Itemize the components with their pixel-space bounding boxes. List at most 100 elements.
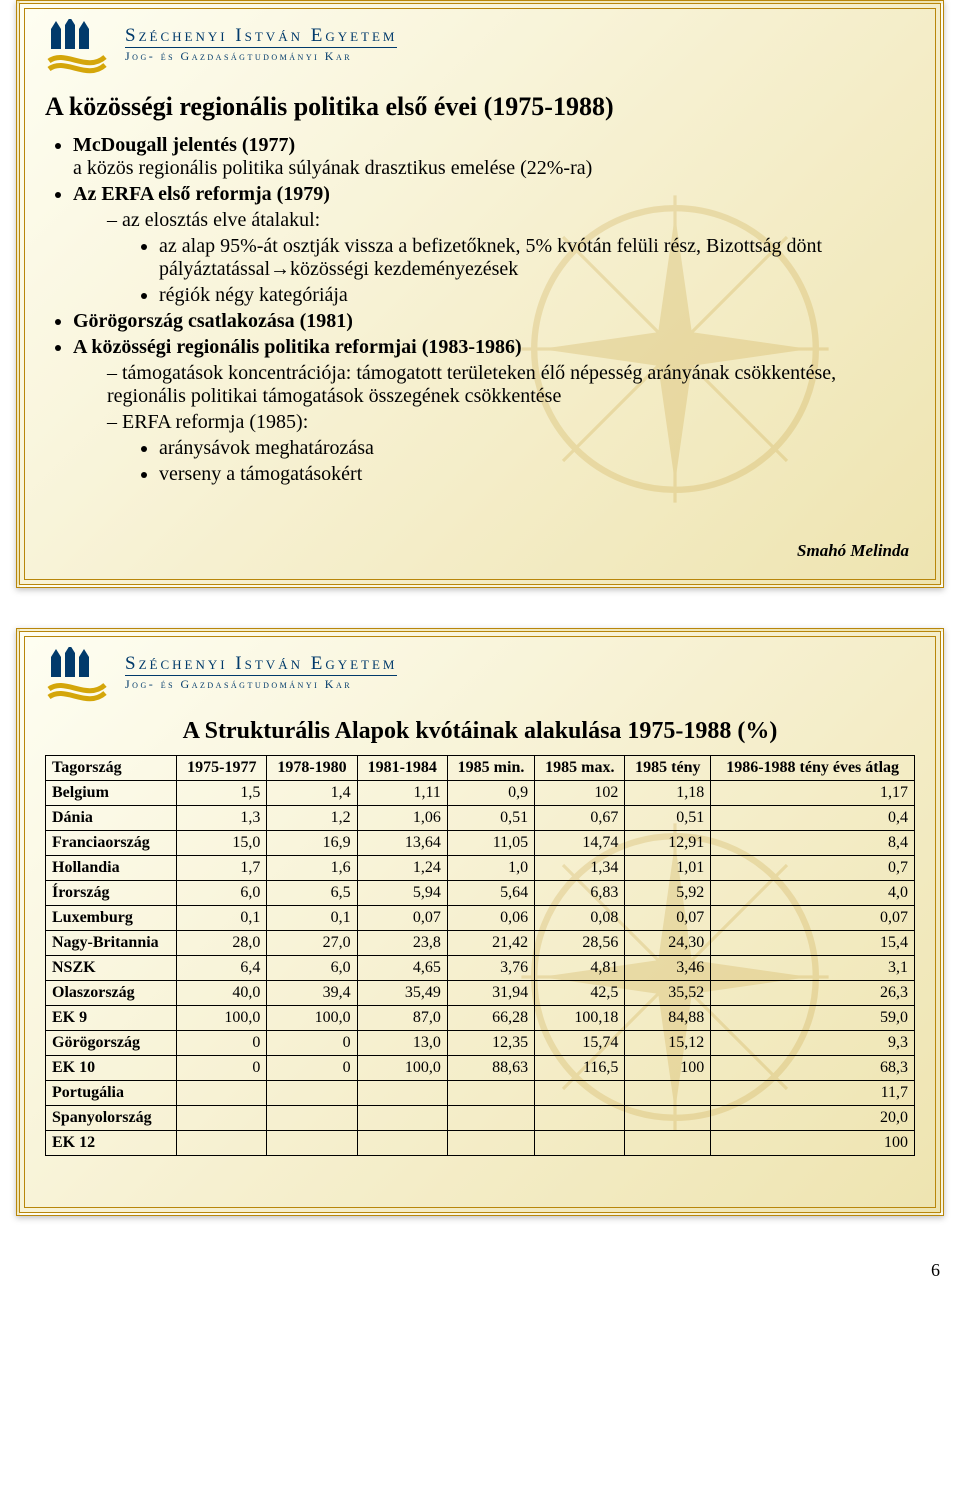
table-row: Görögország0013,012,3515,7415,129,3 xyxy=(46,1031,915,1056)
table-cell: 0,51 xyxy=(447,806,534,831)
table-header: 1986-1988 tény éves átlag xyxy=(711,756,915,781)
table-rowhead: NSZK xyxy=(46,956,177,981)
table-cell: 100,0 xyxy=(177,1006,267,1031)
table-cell: 13,64 xyxy=(357,831,447,856)
university-logo-icon xyxy=(45,19,115,84)
table-cell: 102 xyxy=(535,781,625,806)
table-cell: 28,0 xyxy=(177,931,267,956)
author-name: Smahó Melinda xyxy=(797,541,909,561)
table-cell: 6,4 xyxy=(177,956,267,981)
table-cell: 15,0 xyxy=(177,831,267,856)
table-cell: 11,05 xyxy=(447,831,534,856)
table-cell: 0 xyxy=(267,1031,357,1056)
table-rowhead: Belgium xyxy=(46,781,177,806)
table-row: Hollandia1,71,61,241,01,341,010,7 xyxy=(46,856,915,881)
dot-aranysavok: aránysávok meghatározása xyxy=(159,437,915,460)
page-number: 6 xyxy=(12,1256,948,1293)
table-row: EK 12 100 xyxy=(46,1131,915,1156)
table-cell xyxy=(535,1106,625,1131)
table-rowhead: Luxemburg xyxy=(46,906,177,931)
table-cell: 6,83 xyxy=(535,881,625,906)
bullet-erfa-1979: Az ERFA első reformja (1979) xyxy=(73,183,330,205)
table-rowhead: Dánia xyxy=(46,806,177,831)
table-cell: 116,5 xyxy=(535,1056,625,1081)
table-row: Belgium1,51,41,110,91021,181,17 xyxy=(46,781,915,806)
table-cell: 0,4 xyxy=(711,806,915,831)
university-name: Széchenyi István Egyetem xyxy=(125,25,397,47)
table-cell: 0,67 xyxy=(535,806,625,831)
table-row: Olaszország40,039,435,4931,9442,535,5226… xyxy=(46,981,915,1006)
table-cell: 23,8 xyxy=(357,931,447,956)
table-cell: 0,51 xyxy=(625,806,711,831)
table-cell: 0,9 xyxy=(447,781,534,806)
table-cell xyxy=(625,1106,711,1131)
table-cell xyxy=(447,1106,534,1131)
table-cell: 1,24 xyxy=(357,856,447,881)
table-row: EK 9100,0100,087,066,28100,1884,8859,0 xyxy=(46,1006,915,1031)
table-cell: 24,30 xyxy=(625,931,711,956)
table-cell: 100,18 xyxy=(535,1006,625,1031)
quota-table: Tagország1975-19771978-19801981-19841985… xyxy=(45,755,915,1156)
table-cell: 5,94 xyxy=(357,881,447,906)
table-row: Dánia1,31,21,060,510,670,510,4 xyxy=(46,806,915,831)
dot-alap95: az alap 95%-át osztják vissza a befizető… xyxy=(159,235,915,281)
dash-koncentracio: támogatások koncentrációja: támogatott t… xyxy=(107,362,915,408)
bullet-greece-1981: Görögország csatlakozása (1981) xyxy=(73,310,915,333)
table-rowhead: EK 12 xyxy=(46,1131,177,1156)
table-cell: 0,7 xyxy=(711,856,915,881)
table-row: Írország6,06,55,945,646,835,924,0 xyxy=(46,881,915,906)
table-header: 1975-1977 xyxy=(177,756,267,781)
table-cell: 100 xyxy=(711,1131,915,1156)
table-rowhead: Spanyolország xyxy=(46,1106,177,1131)
table-rowhead: Hollandia xyxy=(46,856,177,881)
table-cell: 1,3 xyxy=(177,806,267,831)
table-cell: 0 xyxy=(267,1056,357,1081)
table-cell: 26,3 xyxy=(711,981,915,1006)
table-cell: 5,92 xyxy=(625,881,711,906)
dash-erfa-1985: ERFA reformja (1985): xyxy=(122,411,308,433)
faculty-name: Jog- és Gazdaságtudományi Kar xyxy=(125,675,397,692)
bullet-reform-8386: A közösségi regionális politika reformja… xyxy=(73,336,522,358)
table-cell: 100 xyxy=(625,1056,711,1081)
table-rowhead: Görögország xyxy=(46,1031,177,1056)
table-cell: 40,0 xyxy=(177,981,267,1006)
table-cell xyxy=(357,1106,447,1131)
table-cell: 9,3 xyxy=(711,1031,915,1056)
table-cell: 88,63 xyxy=(447,1056,534,1081)
table-cell: 28,56 xyxy=(535,931,625,956)
table-header: 1985 max. xyxy=(535,756,625,781)
table-cell: 20,0 xyxy=(711,1106,915,1131)
table-cell: 15,4 xyxy=(711,931,915,956)
table-cell: 0,07 xyxy=(625,906,711,931)
table-cell: 1,5 xyxy=(177,781,267,806)
table-cell: 3,1 xyxy=(711,956,915,981)
table-cell: 1,06 xyxy=(357,806,447,831)
table-cell: 6,0 xyxy=(267,956,357,981)
table-cell xyxy=(535,1131,625,1156)
table-cell xyxy=(357,1081,447,1106)
table-cell: 12,91 xyxy=(625,831,711,856)
table-cell xyxy=(625,1081,711,1106)
dash-elosztas: az elosztás elve átalakul: xyxy=(122,209,320,231)
table-header: Tagország xyxy=(46,756,177,781)
table-cell xyxy=(447,1081,534,1106)
table-row: EK 1000100,088,63116,510068,3 xyxy=(46,1056,915,1081)
table-rowhead: Írország xyxy=(46,881,177,906)
table-row: Luxemburg0,10,10,070,060,080,070,07 xyxy=(46,906,915,931)
table-cell: 8,4 xyxy=(711,831,915,856)
table-cell: 4,81 xyxy=(535,956,625,981)
table-cell: 0 xyxy=(177,1056,267,1081)
table-cell: 1,4 xyxy=(267,781,357,806)
table-cell xyxy=(177,1081,267,1106)
table-cell: 27,0 xyxy=(267,931,357,956)
table-row: Spanyolország 20,0 xyxy=(46,1106,915,1131)
slide-1-content: McDougall jelentés (1977) a közös region… xyxy=(45,134,915,486)
table-cell xyxy=(267,1081,357,1106)
table-cell xyxy=(177,1106,267,1131)
table-cell: 39,4 xyxy=(267,981,357,1006)
table-cell: 12,35 xyxy=(447,1031,534,1056)
table-rowhead: Nagy-Britannia xyxy=(46,931,177,956)
slide-header: Széchenyi István Egyetem Jog- és Gazdasá… xyxy=(45,647,915,712)
slide-1-title: A közösségi regionális politika első éve… xyxy=(45,92,915,122)
table-cell: 5,64 xyxy=(447,881,534,906)
